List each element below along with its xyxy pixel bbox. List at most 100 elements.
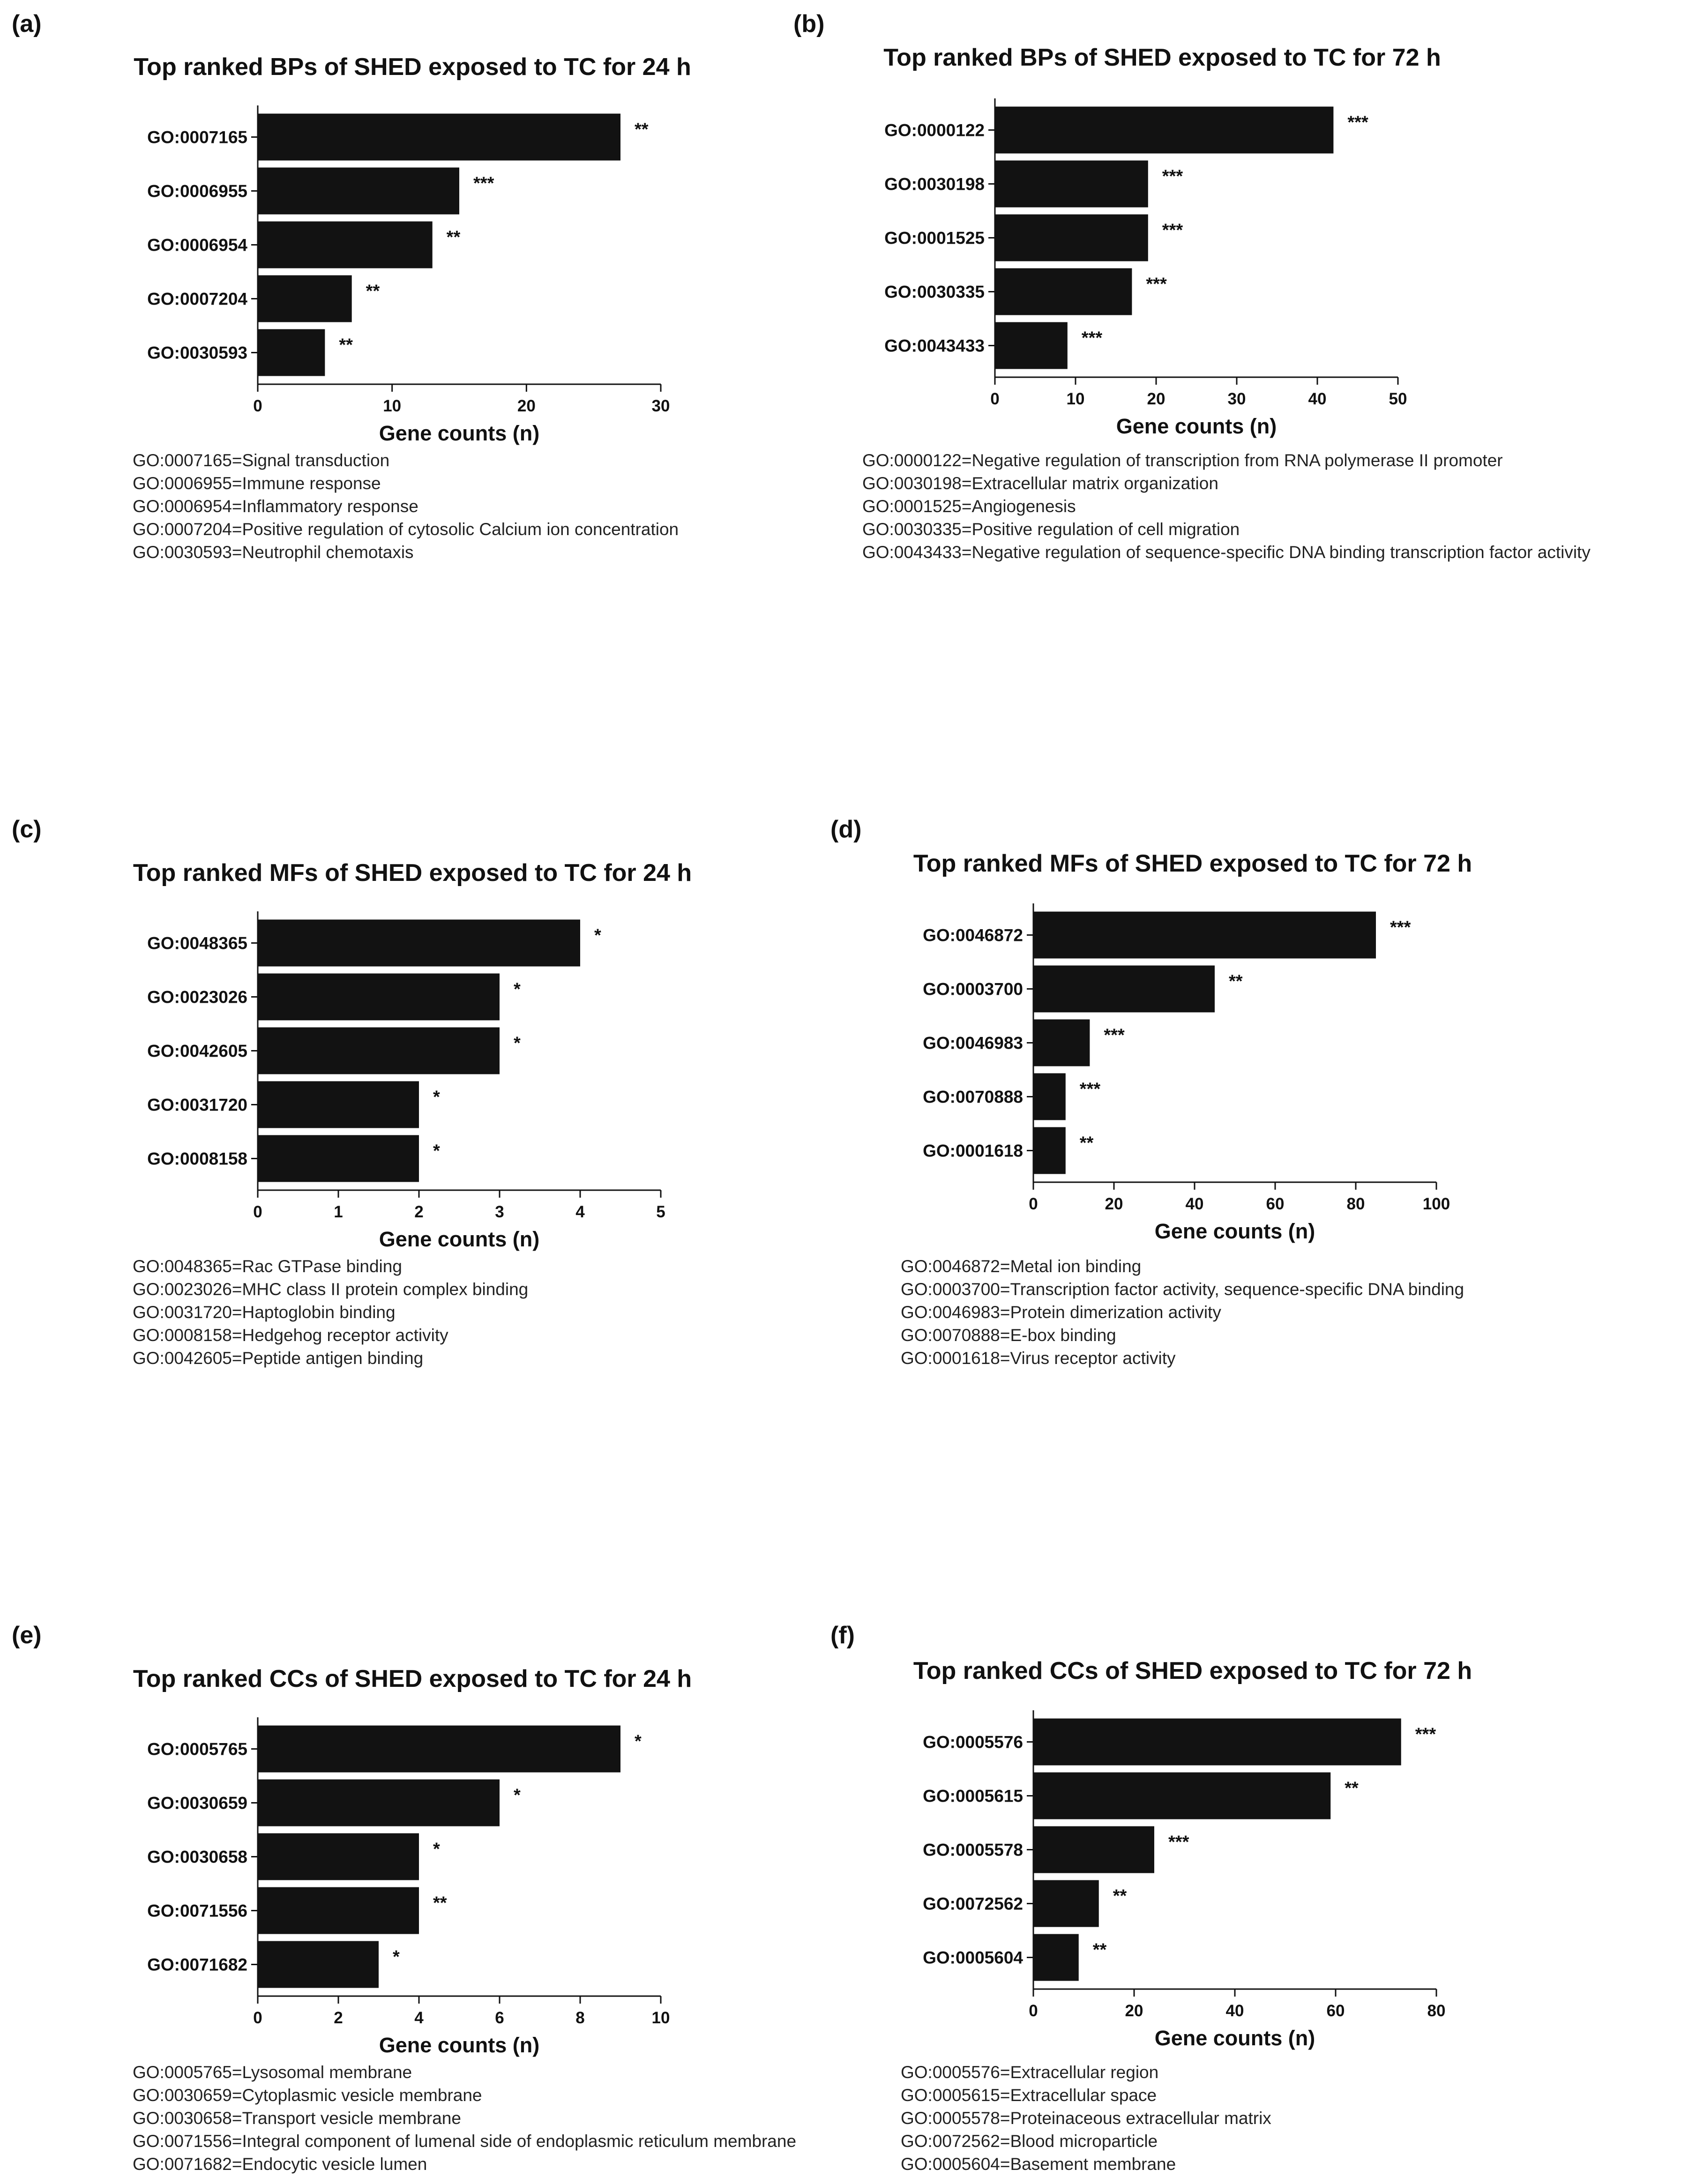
x-axis-label: Gene counts (n) — [1155, 1219, 1315, 1243]
category-label: GO:0006954 — [147, 236, 247, 255]
x-tick-label: 40 — [1308, 390, 1327, 408]
significance-label: * — [433, 1088, 440, 1107]
bar-GO-0007165 — [258, 113, 620, 161]
bar-GO-0008158 — [258, 1135, 419, 1182]
x-tick-label: 2 — [334, 2009, 343, 2027]
legend-entry: GO:0023026=MHC class II protein complex … — [133, 1280, 528, 1299]
chart-panel-f: (f) Top ranked CCs of SHED exposed to TC … — [830, 1622, 1472, 2174]
bar-GO-0030198 — [995, 160, 1148, 208]
significance-label: ** — [635, 120, 649, 140]
chart-title: Top ranked BPs of SHED exposed to TC for… — [134, 53, 691, 81]
bar-GO-0030335 — [995, 268, 1132, 315]
x-tick-label: 40 — [1186, 1195, 1204, 1213]
x-axis-label: Gene counts (n) — [379, 1227, 540, 1251]
x-tick-label: 60 — [1266, 1195, 1285, 1213]
legend-entry: GO:0000122=Negative regulation of transc… — [862, 451, 1503, 470]
legend-entry: GO:0070888=E-box binding — [901, 1326, 1116, 1345]
category-label: GO:0005765 — [147, 1740, 247, 1759]
panel-letter: (a) — [12, 10, 42, 37]
category-label: GO:0030659 — [147, 1794, 247, 1813]
legend-entry: GO:0046983=Protein dimerization activity — [901, 1303, 1221, 1322]
category-label: GO:0001525 — [884, 229, 985, 248]
chart-title: Top ranked CCs of SHED exposed to TC for… — [913, 1657, 1472, 1685]
x-tick-label: 80 — [1347, 1195, 1365, 1213]
significance-label: *** — [1082, 328, 1103, 348]
chart-panel-d: (d) Top ranked MFs of SHED exposed to TC … — [830, 816, 1472, 1368]
x-tick-label: 0 — [1029, 1195, 1038, 1213]
significance-label: *** — [1162, 221, 1183, 240]
bar-GO-0031720 — [258, 1081, 419, 1128]
x-tick-label: 2 — [414, 1203, 423, 1221]
legend-entry: GO:0030659=Cytoplasmic vesicle membrane — [133, 2086, 482, 2105]
category-label: GO:0001618 — [923, 1141, 1023, 1161]
bar-GO-0071682 — [258, 1941, 379, 1988]
bar-GO-0006954 — [258, 221, 433, 268]
significance-label: * — [514, 1786, 521, 1805]
x-tick-label: 8 — [575, 2009, 584, 2027]
chart-panel-a: (a) Top ranked BPs of SHED exposed to TC … — [12, 10, 691, 562]
legend-entry: GO:0005765=Lysosomal membrane — [133, 2063, 412, 2082]
legend-entry: GO:0030335=Positive regulation of cell m… — [862, 520, 1240, 539]
significance-label: *** — [1347, 113, 1368, 133]
category-label: GO:0030335 — [884, 283, 985, 302]
legend-entry: GO:0007204=Positive regulation of cytoso… — [133, 520, 679, 539]
x-tick-label: 5 — [656, 1203, 665, 1221]
x-tick-label: 1 — [334, 1203, 343, 1221]
x-tick-label: 10 — [1067, 390, 1085, 408]
legend-entry: GO:0008158=Hedgehog receptor activity — [133, 1326, 448, 1345]
chart-title: Top ranked MFs of SHED exposed to TC for… — [913, 850, 1472, 877]
legend-entry: GO:0071682=Endocytic vesicle lumen — [133, 2154, 427, 2174]
panel-letter: (b) — [793, 10, 824, 37]
significance-label: *** — [1162, 167, 1183, 186]
legend-entry: GO:0071556=Integral component of lumenal… — [133, 2132, 796, 2151]
significance-label: *** — [1415, 1725, 1436, 1744]
x-tick-label: 40 — [1226, 2002, 1244, 2020]
category-label: GO:0030593 — [147, 343, 247, 363]
x-tick-label: 20 — [1147, 390, 1165, 408]
chart-title: Top ranked CCs of SHED exposed to TC for… — [133, 1665, 692, 1692]
bar-GO-0046983 — [1033, 1019, 1090, 1066]
legend-entry: GO:0046872=Metal ion binding — [901, 1257, 1141, 1276]
bar-GO-0005765 — [258, 1725, 620, 1773]
legend-entry: GO:0005604=Basement membrane — [901, 2154, 1176, 2174]
category-label: GO:0043433 — [884, 336, 985, 356]
bar-GO-0030659 — [258, 1779, 500, 1826]
x-tick-label: 80 — [1427, 2002, 1446, 2020]
x-tick-label: 0 — [1029, 2002, 1038, 2020]
category-label: GO:0070888 — [923, 1088, 1023, 1107]
significance-label: * — [433, 1141, 440, 1161]
significance-label: ** — [1093, 1940, 1107, 1960]
legend-entry: GO:0030658=Transport vesicle membrane — [133, 2109, 461, 2128]
category-label: GO:0005576 — [923, 1733, 1023, 1752]
legend-entry: GO:0006954=Inflammatory response — [133, 497, 418, 516]
significance-label: * — [393, 1947, 400, 1967]
bar-GO-0042605 — [258, 1027, 500, 1074]
legend-entry: GO:0005576=Extracellular region — [901, 2063, 1158, 2082]
x-tick-label: 3 — [495, 1203, 504, 1221]
x-tick-label: 0 — [253, 397, 262, 415]
significance-label: * — [514, 1034, 521, 1053]
bar-GO-0046872 — [1033, 911, 1376, 959]
bar-GO-0048365 — [258, 919, 580, 967]
category-label: GO:0071682 — [147, 1955, 247, 1975]
legend-entry: GO:0048365=Rac GTPase binding — [133, 1257, 402, 1276]
legend-entry: GO:0005578=Proteinaceous extracellular m… — [901, 2109, 1271, 2128]
bar-GO-0005576 — [1033, 1718, 1401, 1766]
bar-GO-0006955 — [258, 167, 459, 215]
bar-GO-0005578 — [1033, 1826, 1154, 1873]
significance-label: ** — [433, 1893, 447, 1913]
bar-GO-0070888 — [1033, 1073, 1066, 1120]
significance-label: * — [594, 926, 601, 946]
x-tick-label: 10 — [652, 2009, 670, 2027]
legend-entry: GO:0006955=Immune response — [133, 474, 381, 493]
x-axis-label: Gene counts (n) — [1116, 414, 1277, 438]
bar-GO-0072562 — [1033, 1880, 1099, 1927]
significance-label: *** — [1168, 1833, 1189, 1852]
category-label: GO:0007165 — [147, 128, 247, 147]
legend-entry: GO:0042605=Peptide antigen binding — [133, 1349, 423, 1368]
x-tick-label: 6 — [495, 2009, 504, 2027]
legend-entry: GO:0001525=Angiogenesis — [862, 497, 1076, 516]
x-tick-label: 10 — [383, 397, 401, 415]
chart-panel-e: (e) Top ranked CCs of SHED exposed to TC … — [12, 1622, 796, 2174]
bar-GO-0023026 — [258, 973, 500, 1021]
